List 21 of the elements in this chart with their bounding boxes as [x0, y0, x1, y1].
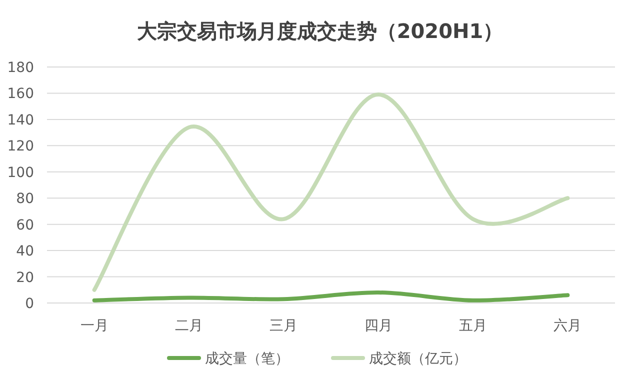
- y-tick-label: 0: [25, 296, 34, 312]
- y-tick-label: 60: [16, 217, 34, 234]
- y-tick-label: 20: [16, 270, 34, 286]
- y-tick-label: 180: [7, 60, 34, 76]
- x-tick-label: 六月: [554, 318, 582, 334]
- y-tick-label: 160: [7, 86, 34, 102]
- legend-label: 成交额（亿元）: [369, 351, 467, 367]
- y-tick-label: 80: [16, 191, 34, 208]
- x-tick-label: 五月: [459, 318, 487, 334]
- x-tick-label: 二月: [175, 318, 203, 334]
- x-tick-label: 三月: [270, 318, 298, 334]
- x-tick-label: 四月: [364, 318, 392, 334]
- y-tick-label: 40: [16, 244, 34, 260]
- x-tick-label: 一月: [80, 318, 108, 334]
- chart-title: 大宗交易市场月度成交走势（2020H1）: [136, 19, 504, 43]
- legend-label: 成交量（笔）: [205, 351, 289, 367]
- line-series: [92, 290, 570, 302]
- y-tick-label: 120: [7, 138, 34, 155]
- y-tick-label: 140: [7, 112, 34, 128]
- line-series: [92, 92, 570, 292]
- y-tick-label: 100: [7, 164, 34, 181]
